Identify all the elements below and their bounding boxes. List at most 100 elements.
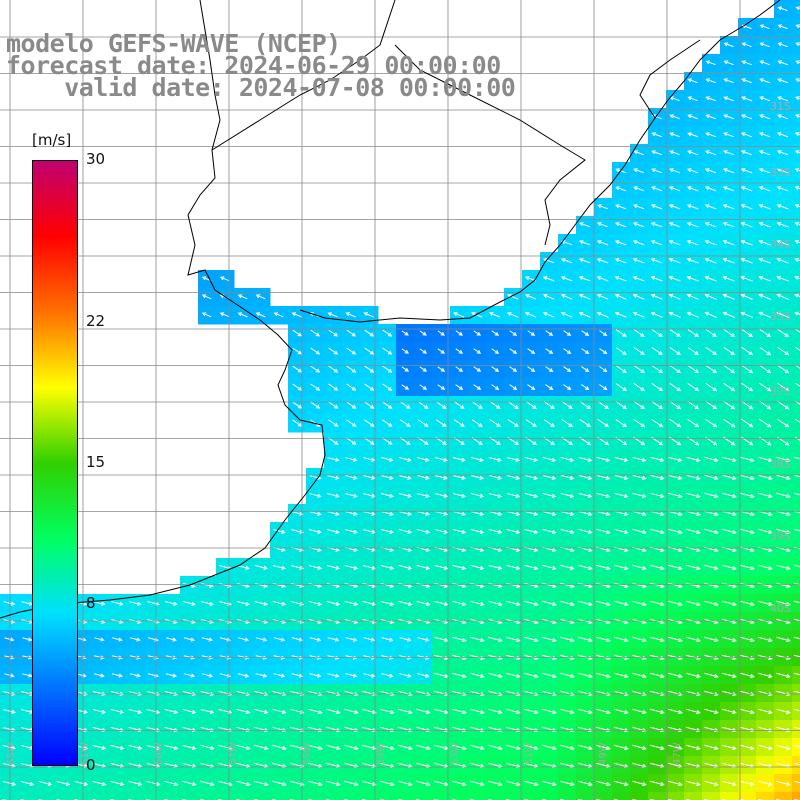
wind-arrow: [722, 564, 737, 571]
wind-arrow: [129, 673, 141, 678]
wind-arrow: [704, 708, 719, 715]
wind-arrow: [417, 475, 430, 480]
wind-arrow: [560, 708, 575, 715]
wind-arrow: [3, 709, 16, 714]
wind-speed-cell: [18, 792, 37, 800]
wind-speed-cell: [792, 216, 800, 235]
wind-arrow: [380, 528, 395, 534]
wind-arrow: [326, 600, 341, 606]
wind-arrow: [362, 708, 377, 715]
wind-arrow: [527, 348, 536, 354]
wind-arrow: [632, 600, 647, 607]
wind-arrow: [382, 347, 393, 355]
wind-arrow: [740, 293, 753, 300]
wind-arrow: [543, 419, 555, 428]
wind-arrow: [452, 744, 467, 751]
wind-arrow: [560, 672, 575, 679]
wind-arrow: [146, 744, 161, 750]
wind-arrow: [578, 258, 591, 264]
wind-speed-cell: [198, 792, 217, 800]
wind-arrow: [237, 312, 248, 318]
wind-arrow: [633, 150, 644, 156]
wind-arrow: [596, 276, 609, 282]
wind-arrow: [650, 780, 665, 787]
wind-arrow: [668, 275, 681, 282]
wind-arrow: [542, 564, 557, 571]
wind-arrow: [794, 311, 800, 316]
wind-arrow: [758, 474, 773, 481]
wind-arrow: [740, 239, 753, 246]
wind-speed-cell: [90, 792, 109, 800]
wind-arrow: [687, 96, 698, 102]
wind-arrow: [542, 636, 557, 643]
wind-arrow: [704, 582, 719, 589]
wind-arrow: [524, 294, 537, 300]
coastline: [0, 0, 326, 619]
wind-arrow: [687, 78, 698, 84]
wind-arrow: [434, 528, 449, 534]
wind-speed-cell: [720, 792, 739, 800]
wind-arrow: [473, 384, 482, 390]
wind-arrow: [704, 168, 717, 174]
wind-arrow: [308, 744, 323, 751]
wind-arrow: [74, 780, 89, 786]
wind-arrow: [740, 528, 755, 535]
wind-arrow: [328, 329, 339, 337]
wind-arrow: [183, 637, 195, 642]
wind-arrow: [599, 366, 608, 373]
wind-arrow: [417, 457, 430, 462]
colorbar-unit-label: [m/s]: [32, 131, 72, 149]
wind-arrow: [200, 744, 215, 751]
wind-arrow: [650, 276, 663, 282]
wind-arrow: [310, 329, 321, 337]
wind-arrow: [345, 493, 358, 498]
wind-arrow: [795, 24, 800, 29]
wind-arrow: [651, 347, 663, 356]
wind-arrow: [668, 492, 683, 499]
wind-arrow: [327, 475, 340, 480]
wind-arrow: [527, 366, 536, 372]
wind-arrow: [795, 328, 800, 333]
wind-arrow: [236, 708, 251, 715]
wind-arrow: [471, 401, 483, 409]
wind-arrow: [382, 329, 393, 337]
wind-arrow: [722, 492, 737, 499]
wind-arrow: [794, 293, 800, 298]
wind-arrow: [650, 636, 665, 643]
wind-arrow: [758, 600, 773, 607]
wind-arrow: [794, 203, 800, 208]
wind-arrow: [758, 311, 771, 318]
wind-arrow: [579, 401, 591, 410]
wind-arrow: [363, 673, 376, 678]
wind-arrow: [542, 492, 557, 498]
wind-arrow: [686, 456, 701, 463]
longitude-label: 55W: [302, 742, 313, 765]
wind-arrow: [687, 329, 699, 338]
wind-arrow: [236, 600, 250, 606]
wind-arrow: [633, 401, 646, 410]
wind-arrow: [741, 78, 752, 84]
wind-arrow: [524, 311, 537, 318]
longitude-label: 47W: [672, 742, 683, 765]
wind-speed-cell: [792, 774, 800, 793]
longitude-label: 57W: [228, 742, 239, 765]
wind-arrow: [93, 601, 106, 606]
wind-arrow: [309, 511, 322, 516]
wind-arrow: [776, 150, 789, 156]
wind-arrow: [776, 132, 789, 138]
wind-arrow: [596, 492, 611, 498]
wind-speed-cell: [648, 792, 667, 800]
wind-arrow: [705, 347, 718, 356]
wind-arrow: [614, 528, 629, 535]
wind-arrow: [399, 457, 412, 462]
wind-arrow: [777, 78, 789, 84]
wind-speed-cell: [756, 792, 775, 800]
colorbar-tick-label: 0: [86, 756, 96, 774]
wind-arrow: [740, 708, 755, 715]
wind-arrow: [723, 364, 736, 374]
wind-arrow: [506, 492, 521, 498]
wind-arrow: [3, 601, 16, 606]
wind-arrow: [201, 673, 214, 678]
wind-arrow: [471, 312, 483, 318]
wind-speed-cell: [432, 792, 451, 800]
